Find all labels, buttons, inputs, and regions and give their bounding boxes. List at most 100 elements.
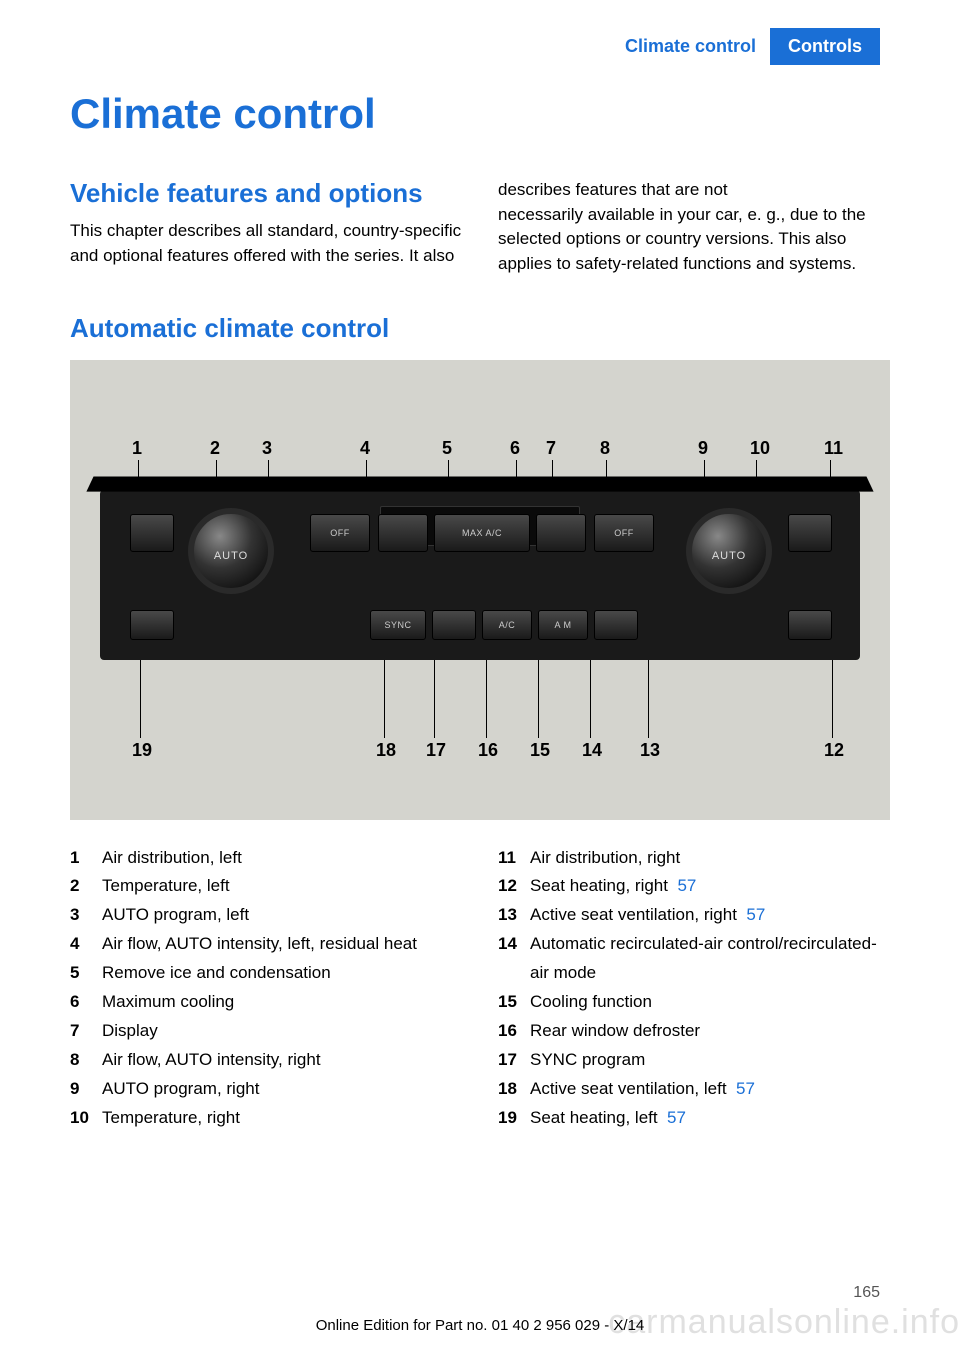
callout-line <box>448 460 449 490</box>
callout-number: 16 <box>478 740 498 761</box>
panel-button <box>130 514 174 552</box>
legend-item: 16Rear window defroster <box>498 1017 890 1046</box>
legend-number: 19 <box>498 1104 530 1133</box>
legend-item: 6Maximum cooling <box>70 988 462 1017</box>
knob-label-left: AUTO <box>194 550 268 562</box>
panel-button <box>594 610 638 640</box>
panel-button: A/C <box>482 610 532 640</box>
panel-button <box>788 514 832 552</box>
callout-line <box>216 460 217 490</box>
legend-text: Automatic recirculated-air control/recir… <box>530 930 890 988</box>
legend-item: 10Temperature, right <box>70 1104 462 1133</box>
legend-item: 15Cooling function <box>498 988 890 1017</box>
callout-number: 4 <box>360 438 370 459</box>
page-title: Climate control <box>70 90 890 138</box>
callout-line <box>434 660 435 738</box>
callout-line <box>486 660 487 738</box>
legend-text: Air distribution, right <box>530 844 890 873</box>
intro-text-right: necessarily available in your car, e. g.… <box>498 203 890 277</box>
legend-text: Air flow, AUTO intensity, left, residual… <box>102 930 462 959</box>
legend-number: 2 <box>70 872 102 901</box>
callout-line <box>268 460 269 490</box>
page-reference: 57 <box>677 876 696 895</box>
page-reference: 57 <box>667 1108 686 1127</box>
header-breadcrumb: Climate control Controls <box>611 28 880 65</box>
panel-button <box>788 610 832 640</box>
callout-line <box>704 460 705 490</box>
legend-item: 7Display <box>70 1017 462 1046</box>
legend-item: 3AUTO program, left <box>70 901 462 930</box>
legend-number: 14 <box>498 930 530 959</box>
panel-button <box>432 610 476 640</box>
header-section: Climate control <box>611 28 770 65</box>
temperature-knob-right: AUTO <box>686 508 772 594</box>
legend-number: 15 <box>498 988 530 1017</box>
legend-number: 3 <box>70 901 102 930</box>
panel-button <box>536 514 586 552</box>
intro-columns: Vehicle features and options This chapte… <box>70 178 890 277</box>
callout-number: 19 <box>132 740 152 761</box>
page-number: 165 <box>853 1284 880 1302</box>
legend-item: 11Air distribution, right <box>498 844 890 873</box>
legend-text: Cooling function <box>530 988 890 1017</box>
legend-text: Seat heating, right 57 <box>530 872 890 901</box>
legend-text: Temperature, left <box>102 872 462 901</box>
legend-number: 18 <box>498 1075 530 1104</box>
legend-number: 1 <box>70 844 102 873</box>
callout-number: 12 <box>824 740 844 761</box>
callout-number: 10 <box>750 438 770 459</box>
callout-line <box>648 660 649 738</box>
legend-text: AUTO program, right <box>102 1075 462 1104</box>
panel-button <box>378 514 428 552</box>
legend-text: Seat heating, left 57 <box>530 1104 890 1133</box>
callout-number: 15 <box>530 740 550 761</box>
legend-number: 8 <box>70 1046 102 1075</box>
callout-number: 14 <box>582 740 602 761</box>
callout-line <box>516 460 517 490</box>
callout-number: 11 <box>824 438 843 459</box>
callout-number: 6 <box>510 438 520 459</box>
header-chapter: Controls <box>770 28 880 65</box>
callout-number: 8 <box>600 438 610 459</box>
callout-line <box>552 460 553 490</box>
panel-button: A M <box>538 610 588 640</box>
legend-item: 8Air flow, AUTO intensity, right <box>70 1046 462 1075</box>
page-body: Climate control Vehicle features and opt… <box>70 90 890 1132</box>
callout-number: 9 <box>698 438 708 459</box>
legend: 1Air distribution, left2Temperature, lef… <box>70 844 890 1133</box>
callout-number: 13 <box>640 740 660 761</box>
callout-number: 3 <box>262 438 272 459</box>
callout-line <box>140 660 141 738</box>
panel-button: OFF <box>310 514 370 552</box>
legend-item: 17SYNC program <box>498 1046 890 1075</box>
legend-number: 9 <box>70 1075 102 1104</box>
legend-item: 4Air flow, AUTO intensity, left, residua… <box>70 930 462 959</box>
legend-item: 12Seat heating, right 57 <box>498 872 890 901</box>
legend-number: 17 <box>498 1046 530 1075</box>
legend-text: Rear window defroster <box>530 1017 890 1046</box>
legend-item: 9AUTO program, right <box>70 1075 462 1104</box>
legend-text: Remove ice and condensation <box>102 959 462 988</box>
callout-line <box>606 460 607 490</box>
callout-number: 17 <box>426 740 446 761</box>
page-reference: 57 <box>746 905 765 924</box>
legend-text: Air flow, AUTO intensity, right <box>102 1046 462 1075</box>
legend-text: AUTO program, left <box>102 901 462 930</box>
callout-line <box>756 460 757 490</box>
legend-text: SYNC program <box>530 1046 890 1075</box>
callout-line <box>832 660 833 738</box>
callout-number: 18 <box>376 740 396 761</box>
legend-number: 7 <box>70 1017 102 1046</box>
legend-number: 12 <box>498 872 530 901</box>
section-heading-features: Vehicle features and options <box>70 178 462 209</box>
callout-line <box>138 460 139 490</box>
temperature-knob-left: AUTO <box>188 508 274 594</box>
callout-number: 1 <box>132 438 142 459</box>
callout-line <box>384 660 385 738</box>
legend-item: 5Remove ice and condensation <box>70 959 462 988</box>
legend-number: 16 <box>498 1017 530 1046</box>
callout-number: 7 <box>546 438 556 459</box>
legend-column-right: 11Air distribution, right12Seat heating,… <box>498 844 890 1133</box>
legend-item: 2Temperature, left <box>70 872 462 901</box>
callout-line <box>538 660 539 738</box>
